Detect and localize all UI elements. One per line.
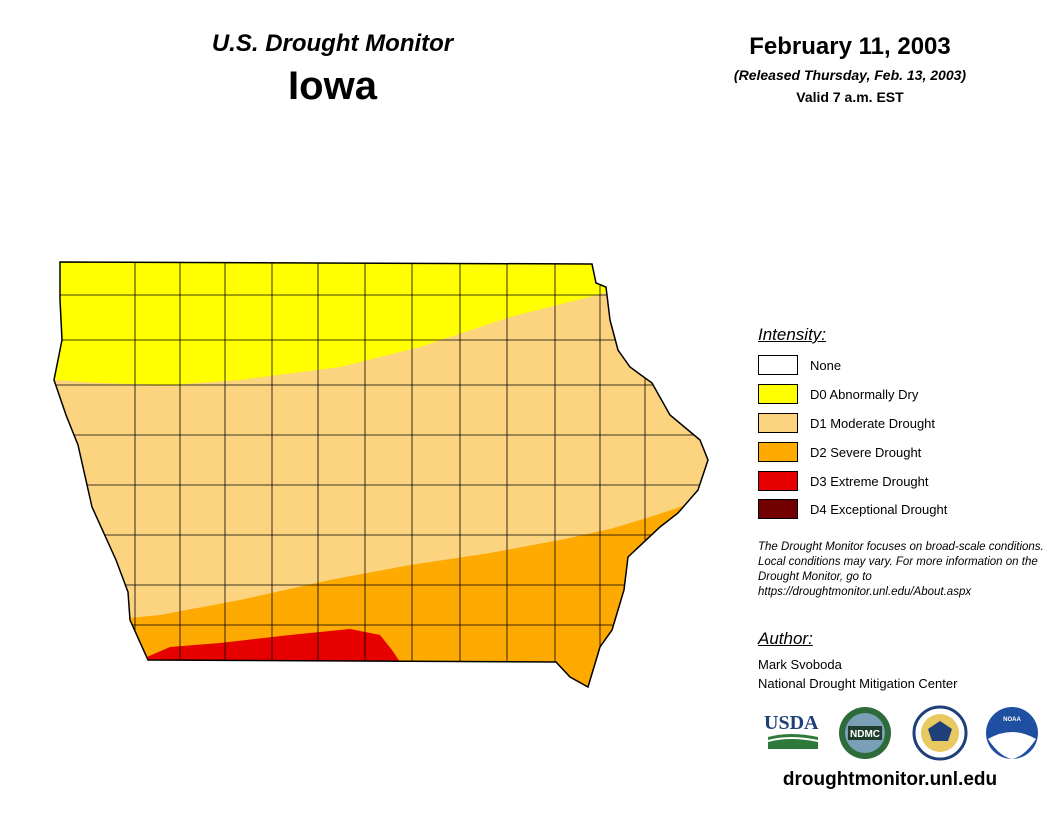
product-title: U.S. Drought Monitor — [211, 30, 454, 57]
disclaimer-note: The Drought Monitor focuses on broad-sca… — [758, 541, 1044, 598]
noaa-logo: NOAA — [986, 707, 1038, 759]
legend-swatch-d1 — [758, 413, 798, 433]
legend-swatch-none — [758, 355, 798, 375]
legend-label: D4 Exceptional Drought — [810, 501, 948, 517]
legend-item-d3: D3 Extreme Drought — [758, 470, 929, 492]
legend-label: D1 Moderate Drought — [810, 415, 936, 431]
legend-label: D0 Abnormally Dry — [810, 386, 919, 402]
author-organization: National Drought Mitigation Center — [758, 676, 958, 691]
doc-seal-logo — [912, 705, 968, 761]
ndmc-logo: NDMC — [839, 707, 891, 759]
usda-logo: USDA — [764, 712, 819, 749]
usda-logo-text: USDA — [764, 712, 819, 734]
legend-label: D3 Extreme Drought — [810, 473, 929, 489]
legend-swatch-d3 — [758, 471, 798, 491]
legend-item-d1: D1 Moderate Drought — [758, 412, 935, 434]
footer-url[interactable]: droughtmonitor.unl.edu — [782, 769, 998, 790]
iowa-drought-map — [53, 261, 709, 689]
legend-item-d2: D2 Severe Drought — [758, 441, 921, 463]
legend-swatch-d0 — [758, 384, 798, 404]
drought-d0-area — [54, 262, 708, 385]
legend-item-none: None — [758, 354, 841, 376]
map-date: February 11, 2003 — [749, 33, 951, 60]
author-title: Author: — [758, 629, 813, 648]
state-title: Iowa — [288, 64, 377, 108]
legend-title: Intensity: — [758, 325, 827, 344]
legend-item-d4: D4 Exceptional Drought — [758, 498, 947, 520]
author-name: Mark Svoboda — [758, 657, 842, 672]
county-boundaries — [54, 262, 708, 687]
legend-label: D2 Severe Drought — [810, 444, 922, 460]
release-date: (Released Thursday, Feb. 13, 2003) — [733, 67, 967, 83]
legend-label: None — [810, 357, 842, 373]
legend-swatch-d4 — [758, 499, 798, 519]
legend-swatch-d2 — [758, 442, 798, 462]
partner-logos: USDA NDMC NOAA — [764, 705, 1038, 761]
valid-time: Valid 7 a.m. EST — [796, 89, 904, 105]
iowa-state-outline — [53, 261, 709, 689]
drought-d3-area — [140, 629, 402, 665]
noaa-logo-text: NOAA — [1003, 717, 1021, 723]
legend-item-d0: D0 Abnormally Dry — [758, 383, 918, 405]
ndmc-logo-text: NDMC — [850, 729, 880, 740]
